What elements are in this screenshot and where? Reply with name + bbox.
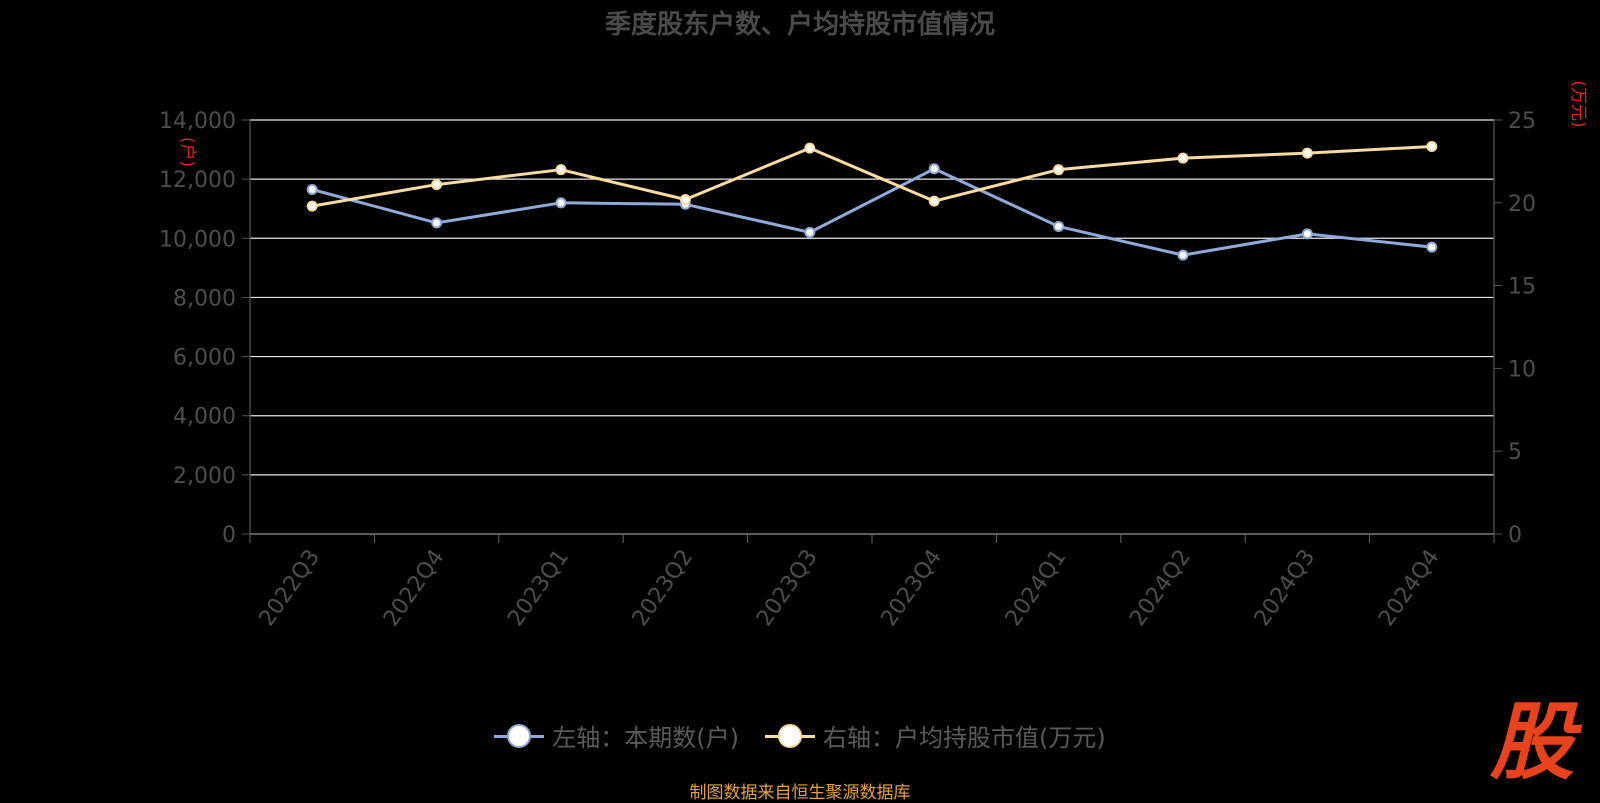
x-tick-label: 2023Q4 [877, 545, 948, 631]
legend: 左轴：本期数(户) 右轴：户均持股市值(万元) [0, 718, 1600, 753]
x-tick-label: 2024Q3 [1250, 545, 1321, 631]
axes: 0 2,000 4,000 6,000 8,000 10,000 12,000 14,000 0… [159, 80, 1588, 631]
series-line-0 [311, 167, 1432, 257]
right-tick-label: 25 [1508, 109, 1536, 134]
series-0-point[interactable] [1053, 220, 1065, 232]
series-0-point[interactable] [928, 163, 940, 175]
series-0-point[interactable] [804, 226, 816, 238]
x-tick-label: 2024Q4 [1374, 545, 1445, 631]
x-tick-label: 2023Q2 [628, 545, 699, 631]
series-0-point[interactable] [1177, 249, 1189, 261]
series-1-point[interactable] [1177, 152, 1189, 164]
series-1-point[interactable] [804, 142, 816, 154]
x-tick-label: 2023Q1 [503, 545, 574, 631]
series-1-point[interactable] [431, 179, 443, 191]
series-0-point[interactable] [431, 217, 443, 229]
series-1-point[interactable] [1301, 147, 1313, 159]
series-1-point[interactable] [555, 164, 567, 176]
x-tick-label: 2024Q2 [1125, 545, 1196, 631]
legend-item-avg-value[interactable]: 右轴：户均持股市值(万元) [765, 718, 1106, 753]
legend-swatch-households-icon [494, 723, 545, 749]
x-tick-label: 2022Q4 [379, 545, 450, 631]
right-tick-label: 5 [1508, 440, 1522, 465]
chart-title: 季度股东户数、户均持股市值情况 [604, 10, 995, 40]
legend-label-households: 左轴：本期数(户) [552, 724, 739, 752]
left-tick-label: 12,000 [159, 168, 236, 193]
source-note: 制图数据来自恒生聚源数据库 [689, 783, 911, 803]
left-tick-label: 8,000 [173, 286, 236, 311]
legend-swatch-avg-value-icon [765, 723, 815, 749]
series-1-point[interactable] [1053, 164, 1065, 176]
series-0-point[interactable] [555, 197, 567, 209]
left-tick-label: 10,000 [159, 227, 236, 252]
right-tick-label: 10 [1508, 357, 1536, 382]
series-1-point[interactable] [306, 200, 318, 212]
series-0-point[interactable] [306, 183, 318, 195]
series-line-1 [311, 144, 1432, 208]
left-tick-label: 2,000 [173, 464, 236, 489]
stock-logo-icon: 股 [1490, 693, 1575, 791]
x-tick-label: 2022Q3 [255, 545, 326, 631]
legend-item-households[interactable]: 左轴：本期数(户) [494, 718, 739, 753]
left-tick-label: 14,000 [159, 109, 236, 134]
series-1-point[interactable] [928, 195, 940, 207]
right-tick-label: 20 [1508, 192, 1536, 217]
left-axis-unit-label: (户) [177, 137, 197, 167]
series-0-point[interactable] [1426, 241, 1438, 253]
series-0-point[interactable] [1301, 228, 1313, 240]
series-1-point[interactable] [679, 193, 691, 205]
left-tick-label: 6,000 [173, 346, 236, 371]
left-tick-label: 4,000 [173, 405, 236, 430]
series-1-point[interactable] [1426, 140, 1438, 152]
x-tick-label: 2023Q3 [752, 545, 823, 631]
right-axis-unit-label: (万元) [1568, 80, 1588, 127]
right-tick-label: 0 [1508, 523, 1522, 548]
right-tick-label: 15 [1508, 275, 1536, 300]
x-tick-label: 2024Q1 [1001, 545, 1072, 631]
legend-label-avg-value: 右轴：户均持股市值(万元) [823, 724, 1106, 752]
left-tick-label: 0 [222, 523, 236, 548]
series-lines [306, 140, 1438, 261]
